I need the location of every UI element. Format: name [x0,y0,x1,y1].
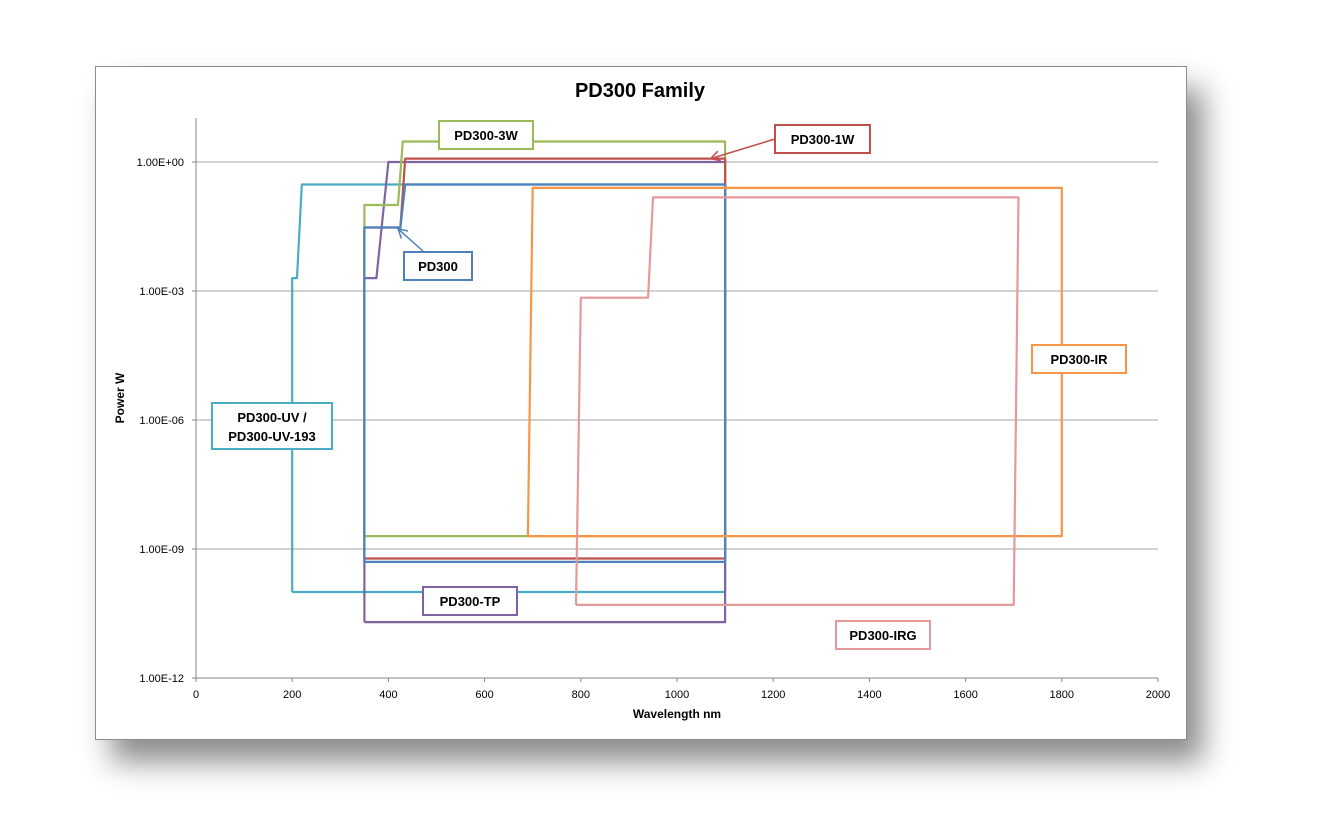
annotation-label: PD300-IRG [849,628,916,643]
x-tick-label: 200 [283,689,301,701]
x-tick-label: 800 [572,689,590,701]
x-tick-label: 1600 [953,689,977,701]
series-line [526,186,1063,538]
annotation-label: PD300-TP [440,594,501,609]
annotation-box [774,124,871,154]
y-tick-label: 1.00E-03 [139,286,184,298]
annotations: PD300-3W PD300-1W PD300 PD300-IR PD300-UV / P… [211,120,1127,650]
series-lines [291,140,1063,624]
y-tick-labels: 1.00E+00 1.00E-03 1.00E-06 1.00E-09 1.00E-12 [137,157,196,685]
x-tick-label: 2000 [1146,689,1170,701]
annotation-label: PD300-1W [791,132,855,147]
annotation-arrow-line [710,138,776,160]
y-tick-label: 1.00E+00 [137,157,184,169]
x-tick-label: 1400 [857,689,881,701]
chart-title: PD300 Family [575,80,706,102]
x-tick-labels: 0 200 400 600 800 1000 1200 1400 1600 1800 2000 [193,678,1170,701]
series-line [363,140,727,538]
annotation-label-line2: PD300-UV-193 [228,429,315,444]
annotation-box [835,620,931,650]
series-line [363,183,727,564]
annotation-box [1031,344,1127,374]
annotation-arrow-line [397,228,425,253]
annotation-label: PD300-IR [1050,352,1108,367]
x-tick-label: 400 [379,689,397,701]
x-tick-label: 600 [475,689,493,701]
series-line [363,160,727,624]
annotation-label: PD300 [418,259,458,274]
x-axis-label: Wavelength nm [633,707,721,721]
y-tick-label: 1.00E-12 [139,673,184,685]
y-tick-label: 1.00E-09 [139,544,184,556]
annotation-box [438,120,534,150]
annotation-arrowhead [396,227,409,239]
x-tick-label: 1200 [761,689,785,701]
annotation-arrowhead [709,150,721,162]
series-line [291,183,727,594]
grid-lines [196,161,1158,550]
x-tick-label: 1000 [665,689,689,701]
series-line [363,157,727,560]
x-tick-label: 0 [193,689,199,701]
y-axis-label: Power W [113,372,127,423]
annotation-box [422,586,518,616]
annotation-box [211,402,333,450]
annotation-box [403,251,473,281]
x-tick-label: 1800 [1050,689,1074,701]
series-line [574,196,1020,607]
annotation-label: PD300-3W [454,128,518,143]
y-tick-label: 1.00E-06 [139,415,184,427]
annotation-label: PD300-UV / [237,410,307,425]
